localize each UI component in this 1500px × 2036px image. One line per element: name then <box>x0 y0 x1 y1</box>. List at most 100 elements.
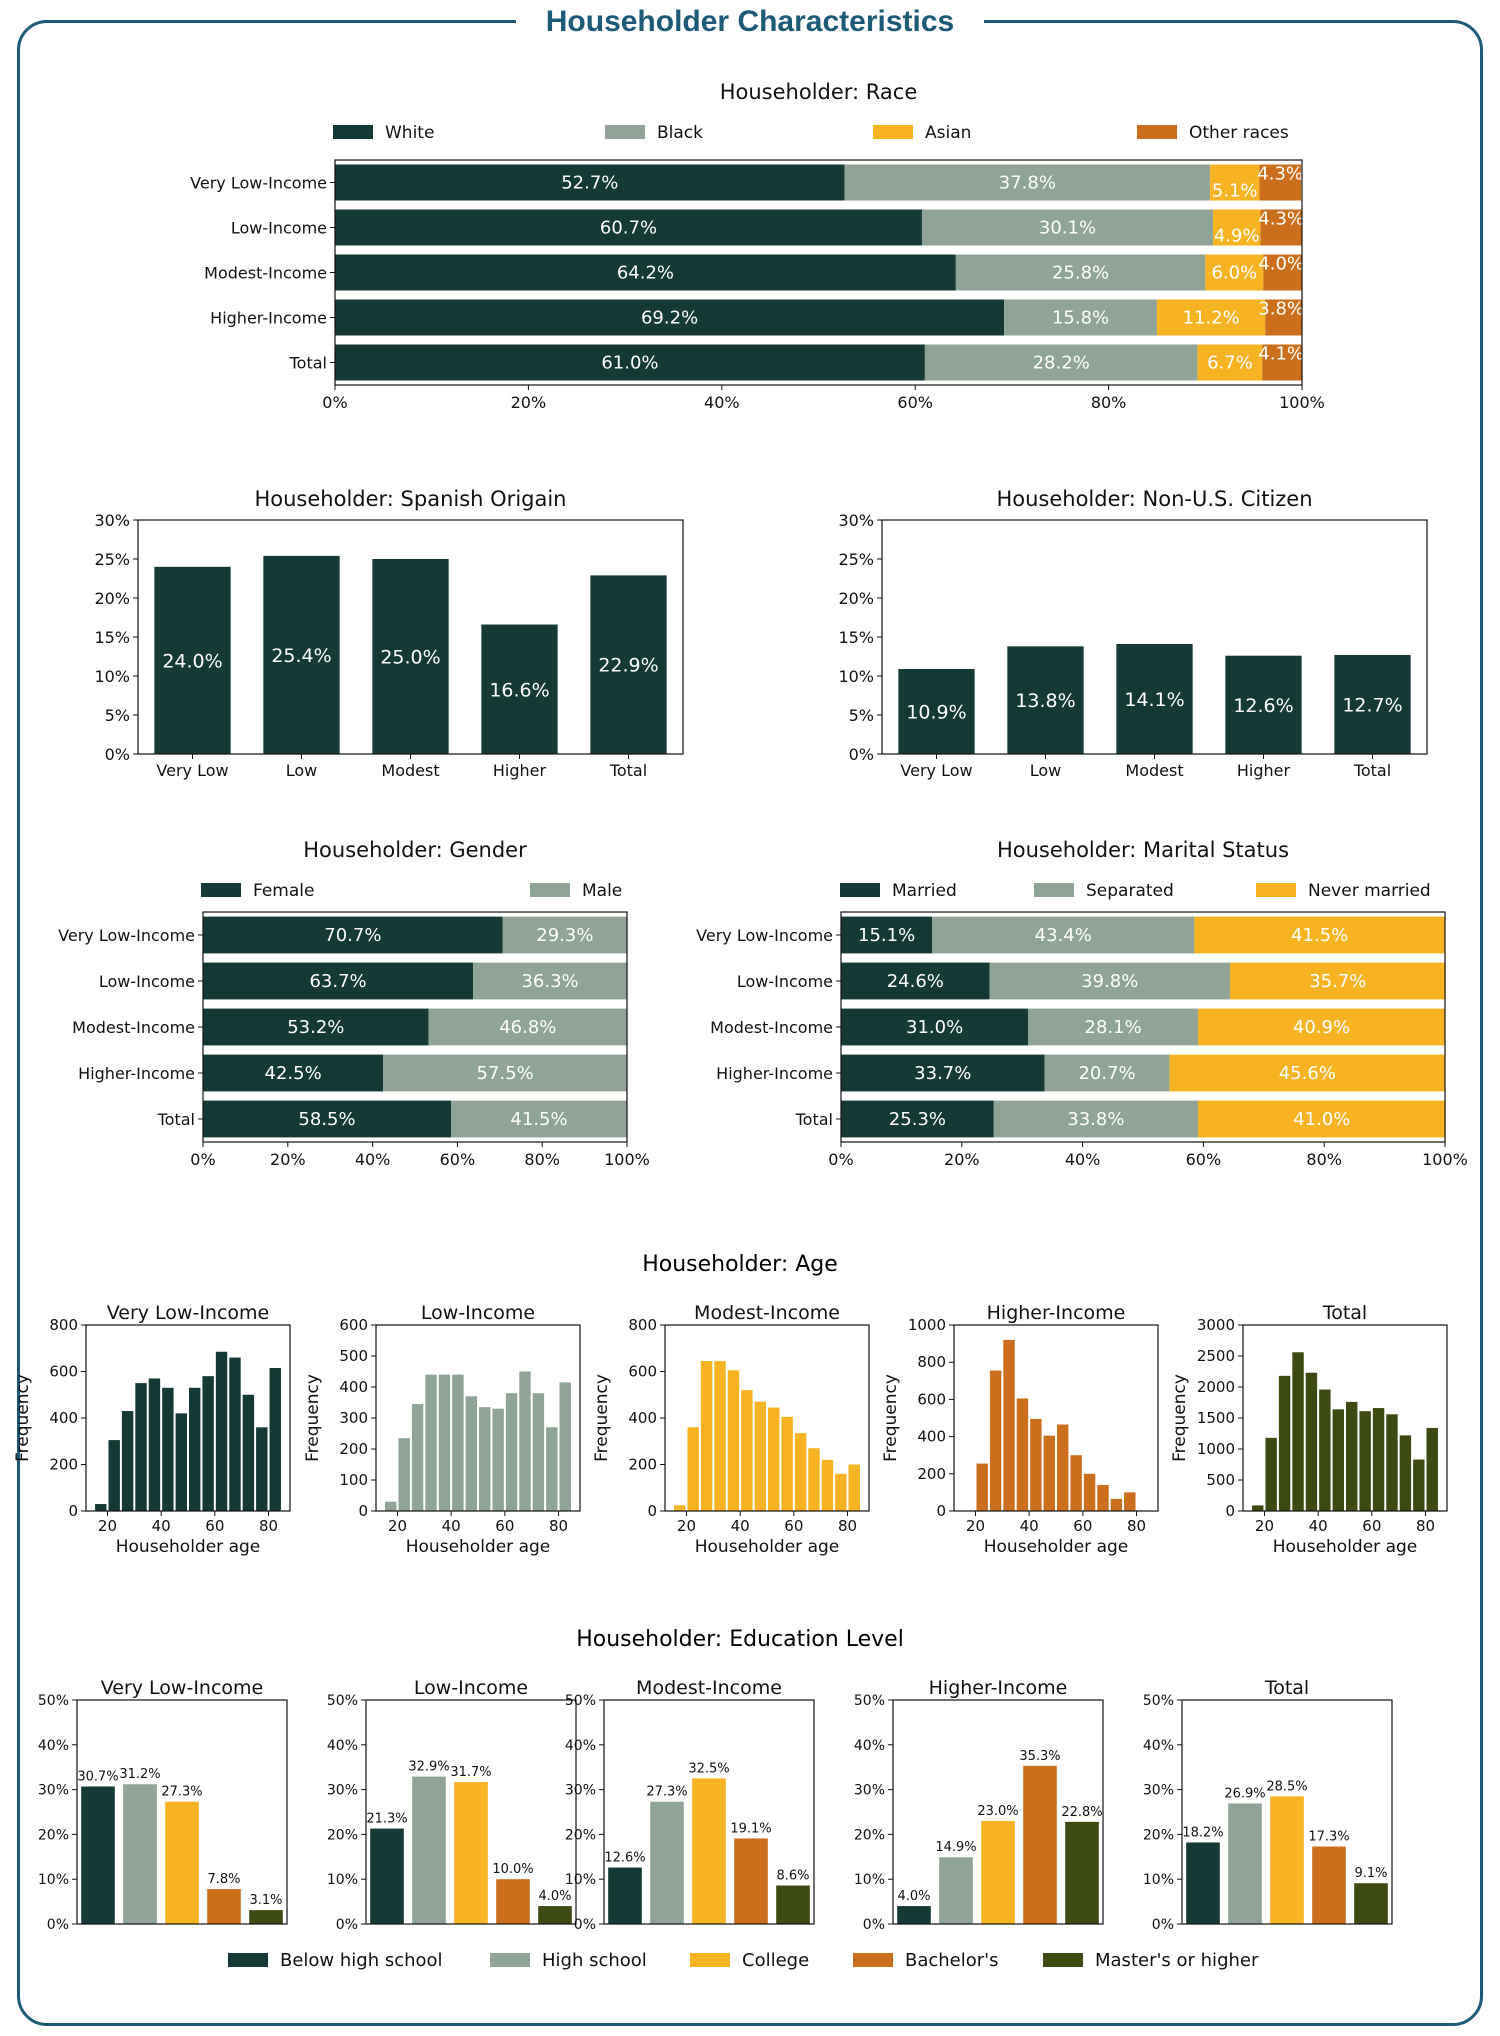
age-m-bin <box>687 1427 699 1511</box>
age-l-ylabel: Frequency <box>303 1374 323 1462</box>
age-h-xtick-label: 60 <box>1073 1517 1092 1535</box>
race-data-label: 69.2% <box>641 308 698 329</box>
spanish-bar <box>590 575 667 754</box>
gender-bar-segment <box>473 962 627 1000</box>
age-h-xlabel: Householder age <box>984 1537 1128 1557</box>
edu-m-data-label: 27.3% <box>646 1785 687 1800</box>
age-m-title: Modest-Income <box>694 1302 840 1324</box>
age-t-ytick-label: 3000 <box>1197 1316 1235 1334</box>
race-legend-label: Black <box>657 123 703 143</box>
race-bar-segment <box>1156 299 1266 336</box>
age-m-xtick-label: 20 <box>677 1517 696 1535</box>
marital-xtick-label: 100% <box>1422 1150 1468 1169</box>
age-h-bin <box>1097 1484 1109 1511</box>
edu-m-ytick-label: 40% <box>565 1738 596 1754</box>
marital-data-label: 35.7% <box>1309 971 1366 992</box>
citizen-ytick-label: 20% <box>838 589 874 608</box>
edu-t-bar <box>1270 1796 1304 1924</box>
gender-data-label: 29.3% <box>536 925 593 946</box>
marital-bar-segment <box>841 1008 1029 1046</box>
age-t-bin <box>1399 1435 1412 1511</box>
edu-m-bar <box>734 1838 768 1924</box>
age-l-xlabel: Householder age <box>406 1537 550 1557</box>
edu-m-ytick-label: 20% <box>565 1827 596 1843</box>
age-h-title: Higher-Income <box>987 1302 1126 1324</box>
age-h-ylabel: Frequency <box>881 1374 901 1462</box>
gender-data-label: 57.5% <box>477 1063 534 1084</box>
edu-t-ytick-label: 10% <box>1143 1872 1174 1888</box>
edu-vl-data-label: 27.3% <box>161 1785 202 1800</box>
age-t-bin <box>1359 1411 1371 1511</box>
edu-m-ytick-label: 0% <box>574 1917 596 1933</box>
marital-data-label: 20.7% <box>1078 1063 1135 1084</box>
race-bar-segment <box>1259 164 1302 201</box>
gender-xtick-label: 40% <box>355 1150 391 1169</box>
edu-m-plot-frame <box>603 1699 815 1925</box>
age-h-ytick-label: 200 <box>917 1465 946 1483</box>
citizen-bar <box>1116 644 1193 754</box>
spanish-category-label: Modest <box>381 761 439 780</box>
marital-legend-swatch <box>840 883 880 897</box>
race-bar-segment <box>1004 299 1157 336</box>
spanish-category-label: Total <box>609 761 647 780</box>
edu-l-ytick-label: 30% <box>327 1783 358 1799</box>
age-l-bin <box>532 1393 545 1511</box>
citizen-category-label: Total <box>1353 761 1391 780</box>
age-t-ytick-label: 1500 <box>1197 1409 1235 1427</box>
race-category-label: Higher-Income <box>210 309 327 328</box>
age-t-ytick-label: 0 <box>1225 1502 1235 1520</box>
citizen-bar <box>898 668 975 754</box>
race-category-label: Low-Income <box>231 219 327 238</box>
age-vl-bin <box>229 1357 241 1511</box>
race-bar-segment <box>1197 344 1263 381</box>
edu-l-plot-frame <box>365 1699 577 1925</box>
age-vl-bin <box>95 1504 107 1511</box>
age-t-bin <box>1278 1375 1291 1511</box>
race-data-label: 11.2% <box>1183 308 1240 329</box>
race-xtick-label: 20% <box>511 393 547 412</box>
edu-legend-label: High school <box>542 1950 647 1971</box>
age-t-xtick-label: 80 <box>1416 1517 1435 1535</box>
gender-data-label: 36.3% <box>521 971 578 992</box>
edu-m-data-label: 8.6% <box>776 1868 809 1883</box>
edu-m-bar <box>692 1778 726 1924</box>
edu-m-data-label: 32.5% <box>688 1761 729 1776</box>
race-bar-segment <box>335 344 925 381</box>
age-l-ytick-label: 200 <box>339 1440 368 1458</box>
race-legend-swatch <box>605 125 645 139</box>
age-t-bin <box>1426 1427 1438 1511</box>
marital-category-label: Total <box>795 1110 833 1129</box>
age-m-xlabel: Householder age <box>695 1537 839 1557</box>
age-t-xlabel: Householder age <box>1273 1537 1417 1557</box>
age-vl-bin <box>148 1378 161 1511</box>
race-xtick-label: 0% <box>322 393 347 412</box>
age-vl-ytick-label: 600 <box>49 1363 78 1381</box>
race-legend-swatch <box>1137 125 1177 139</box>
gender-legend-label: Male <box>582 881 622 901</box>
edu-legend-label: College <box>742 1950 809 1971</box>
marital-bar-segment <box>1197 1008 1445 1046</box>
spanish-ytick-label: 25% <box>94 550 130 569</box>
race-data-label: 4.3% <box>1258 209 1304 230</box>
gender-bar-segment <box>203 1100 452 1138</box>
age-h-bin <box>1110 1498 1123 1511</box>
age-t-bin <box>1265 1437 1277 1511</box>
gender-category-label: Modest-Income <box>72 1018 195 1037</box>
race-data-label: 3.8% <box>1258 299 1304 320</box>
edu-vl-ytick-label: 0% <box>47 1917 69 1933</box>
age-vl-bin <box>189 1387 201 1511</box>
edu-l-ytick-label: 10% <box>327 1872 358 1888</box>
age-vl-bin <box>108 1440 120 1511</box>
race-bar-segment <box>924 344 1198 381</box>
edu-t-bar <box>1312 1846 1346 1924</box>
gender-data-label: 70.7% <box>324 925 381 946</box>
age-h-xtick-label: 20 <box>966 1517 985 1535</box>
age-m-xtick-label: 60 <box>784 1517 803 1535</box>
edu-l-bar <box>412 1776 446 1924</box>
edu-legend-swatch <box>690 1953 730 1967</box>
age-l-ytick-label: 500 <box>339 1347 368 1365</box>
gender-data-label: 41.5% <box>510 1109 567 1130</box>
age-t-xtick-label: 20 <box>1255 1517 1274 1535</box>
age-l-title: Low-Income <box>421 1302 535 1324</box>
marital-bar-segment <box>1044 1054 1170 1092</box>
